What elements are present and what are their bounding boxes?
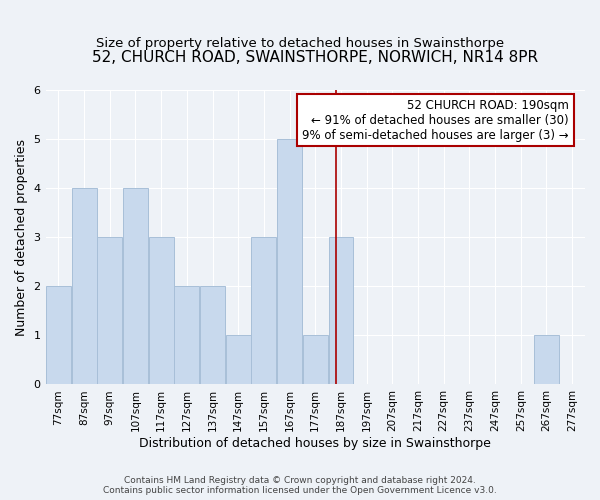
Bar <box>123 188 148 384</box>
Bar <box>329 237 353 384</box>
Bar <box>200 286 225 384</box>
Bar <box>97 237 122 384</box>
Bar <box>149 237 173 384</box>
Bar <box>71 188 97 384</box>
Y-axis label: Number of detached properties: Number of detached properties <box>15 138 28 336</box>
X-axis label: Distribution of detached houses by size in Swainsthorpe: Distribution of detached houses by size … <box>139 437 491 450</box>
Bar <box>46 286 71 384</box>
Bar <box>534 336 559 384</box>
Bar <box>175 286 199 384</box>
Text: 52 CHURCH ROAD: 190sqm
← 91% of detached houses are smaller (30)
9% of semi-deta: 52 CHURCH ROAD: 190sqm ← 91% of detached… <box>302 98 569 142</box>
Bar <box>277 139 302 384</box>
Bar <box>303 336 328 384</box>
Title: 52, CHURCH ROAD, SWAINSTHORPE, NORWICH, NR14 8PR: 52, CHURCH ROAD, SWAINSTHORPE, NORWICH, … <box>92 50 538 65</box>
Bar <box>226 336 251 384</box>
Text: Size of property relative to detached houses in Swainsthorpe: Size of property relative to detached ho… <box>96 37 504 50</box>
Bar <box>251 237 277 384</box>
Text: Contains HM Land Registry data © Crown copyright and database right 2024.
Contai: Contains HM Land Registry data © Crown c… <box>103 476 497 495</box>
